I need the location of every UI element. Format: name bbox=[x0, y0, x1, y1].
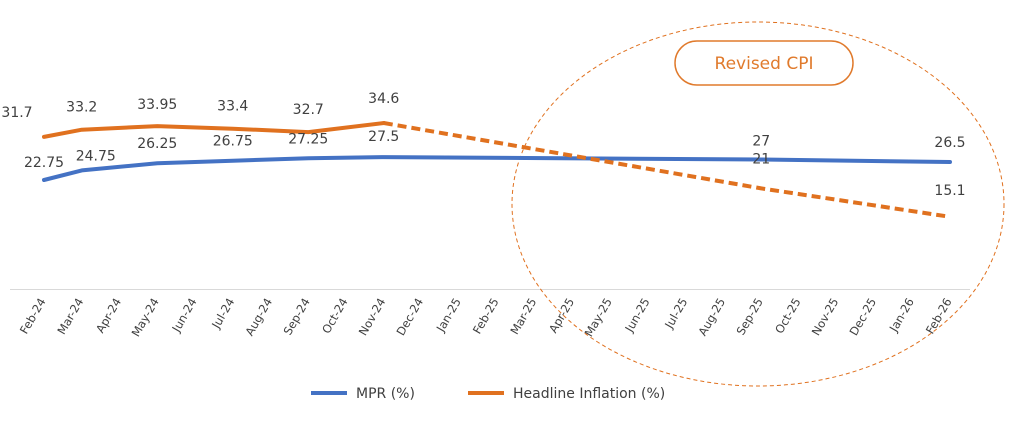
x-tick-label: Feb-26 bbox=[923, 296, 955, 337]
x-tick-label: Feb-25 bbox=[470, 296, 502, 337]
legend-label: MPR (%) bbox=[356, 386, 415, 402]
x-tick-label: Mar-24 bbox=[54, 296, 86, 337]
data-label: 33.95 bbox=[137, 97, 177, 113]
x-tick-label: Mar-25 bbox=[507, 296, 539, 337]
x-tick-label: Feb-24 bbox=[17, 296, 49, 337]
data-label: 26.75 bbox=[213, 134, 253, 150]
legend-label: Headline Inflation (%) bbox=[513, 386, 665, 402]
x-tick-label: Nov-24 bbox=[356, 296, 389, 338]
x-tick-label: Nov-25 bbox=[809, 296, 842, 338]
data-label: 33.2 bbox=[66, 100, 97, 116]
data-label: 22.75 bbox=[24, 155, 64, 171]
x-tick-label: Jun-24 bbox=[169, 296, 200, 336]
revised-cpi-ellipse bbox=[511, 21, 1005, 387]
data-label: 27 bbox=[752, 134, 770, 150]
x-tick-label: Apr-24 bbox=[93, 296, 124, 336]
x-tick-label: Aug-24 bbox=[242, 296, 275, 339]
x-tick-label: Jan-26 bbox=[886, 296, 917, 335]
data-label: 31.7 bbox=[1, 105, 32, 121]
x-tick-label: Aug-25 bbox=[695, 296, 728, 339]
data-label: 27.5 bbox=[368, 129, 399, 145]
x-tick-label: May-25 bbox=[582, 296, 615, 340]
x-tick-label: Dec-24 bbox=[393, 296, 426, 339]
x-tick-label: May-24 bbox=[129, 296, 162, 340]
x-tick-label: Jun-25 bbox=[622, 296, 653, 336]
data-label: 26.25 bbox=[137, 136, 177, 152]
x-tick-label: Jul-24 bbox=[208, 296, 237, 332]
data-label: 26.5 bbox=[934, 135, 965, 151]
data-label: 24.75 bbox=[76, 148, 116, 164]
revised-cpi-label: Revised CPI bbox=[715, 54, 814, 74]
data-label: 34.6 bbox=[368, 91, 399, 107]
data-label: 15.1 bbox=[934, 183, 965, 199]
mpr-line bbox=[42, 155, 952, 182]
inflation-projection-line bbox=[383, 121, 951, 219]
x-tick-label: Dec-25 bbox=[846, 296, 879, 339]
x-tick-label: Jan-25 bbox=[433, 296, 464, 335]
data-label: 21 bbox=[752, 151, 770, 167]
data-label: 32.7 bbox=[293, 102, 324, 118]
x-tick-label: Sep-25 bbox=[733, 296, 765, 338]
x-tick-label: Jul-25 bbox=[661, 296, 690, 332]
data-label: 33.4 bbox=[217, 99, 248, 115]
data-label: 27.25 bbox=[288, 131, 328, 147]
x-tick-label: Oct-25 bbox=[772, 296, 803, 336]
revised-cpi-badge bbox=[674, 40, 854, 86]
inflation-line bbox=[42, 121, 386, 139]
x-tick-label: Sep-24 bbox=[280, 296, 312, 338]
x-tick-label: Oct-24 bbox=[319, 296, 350, 336]
